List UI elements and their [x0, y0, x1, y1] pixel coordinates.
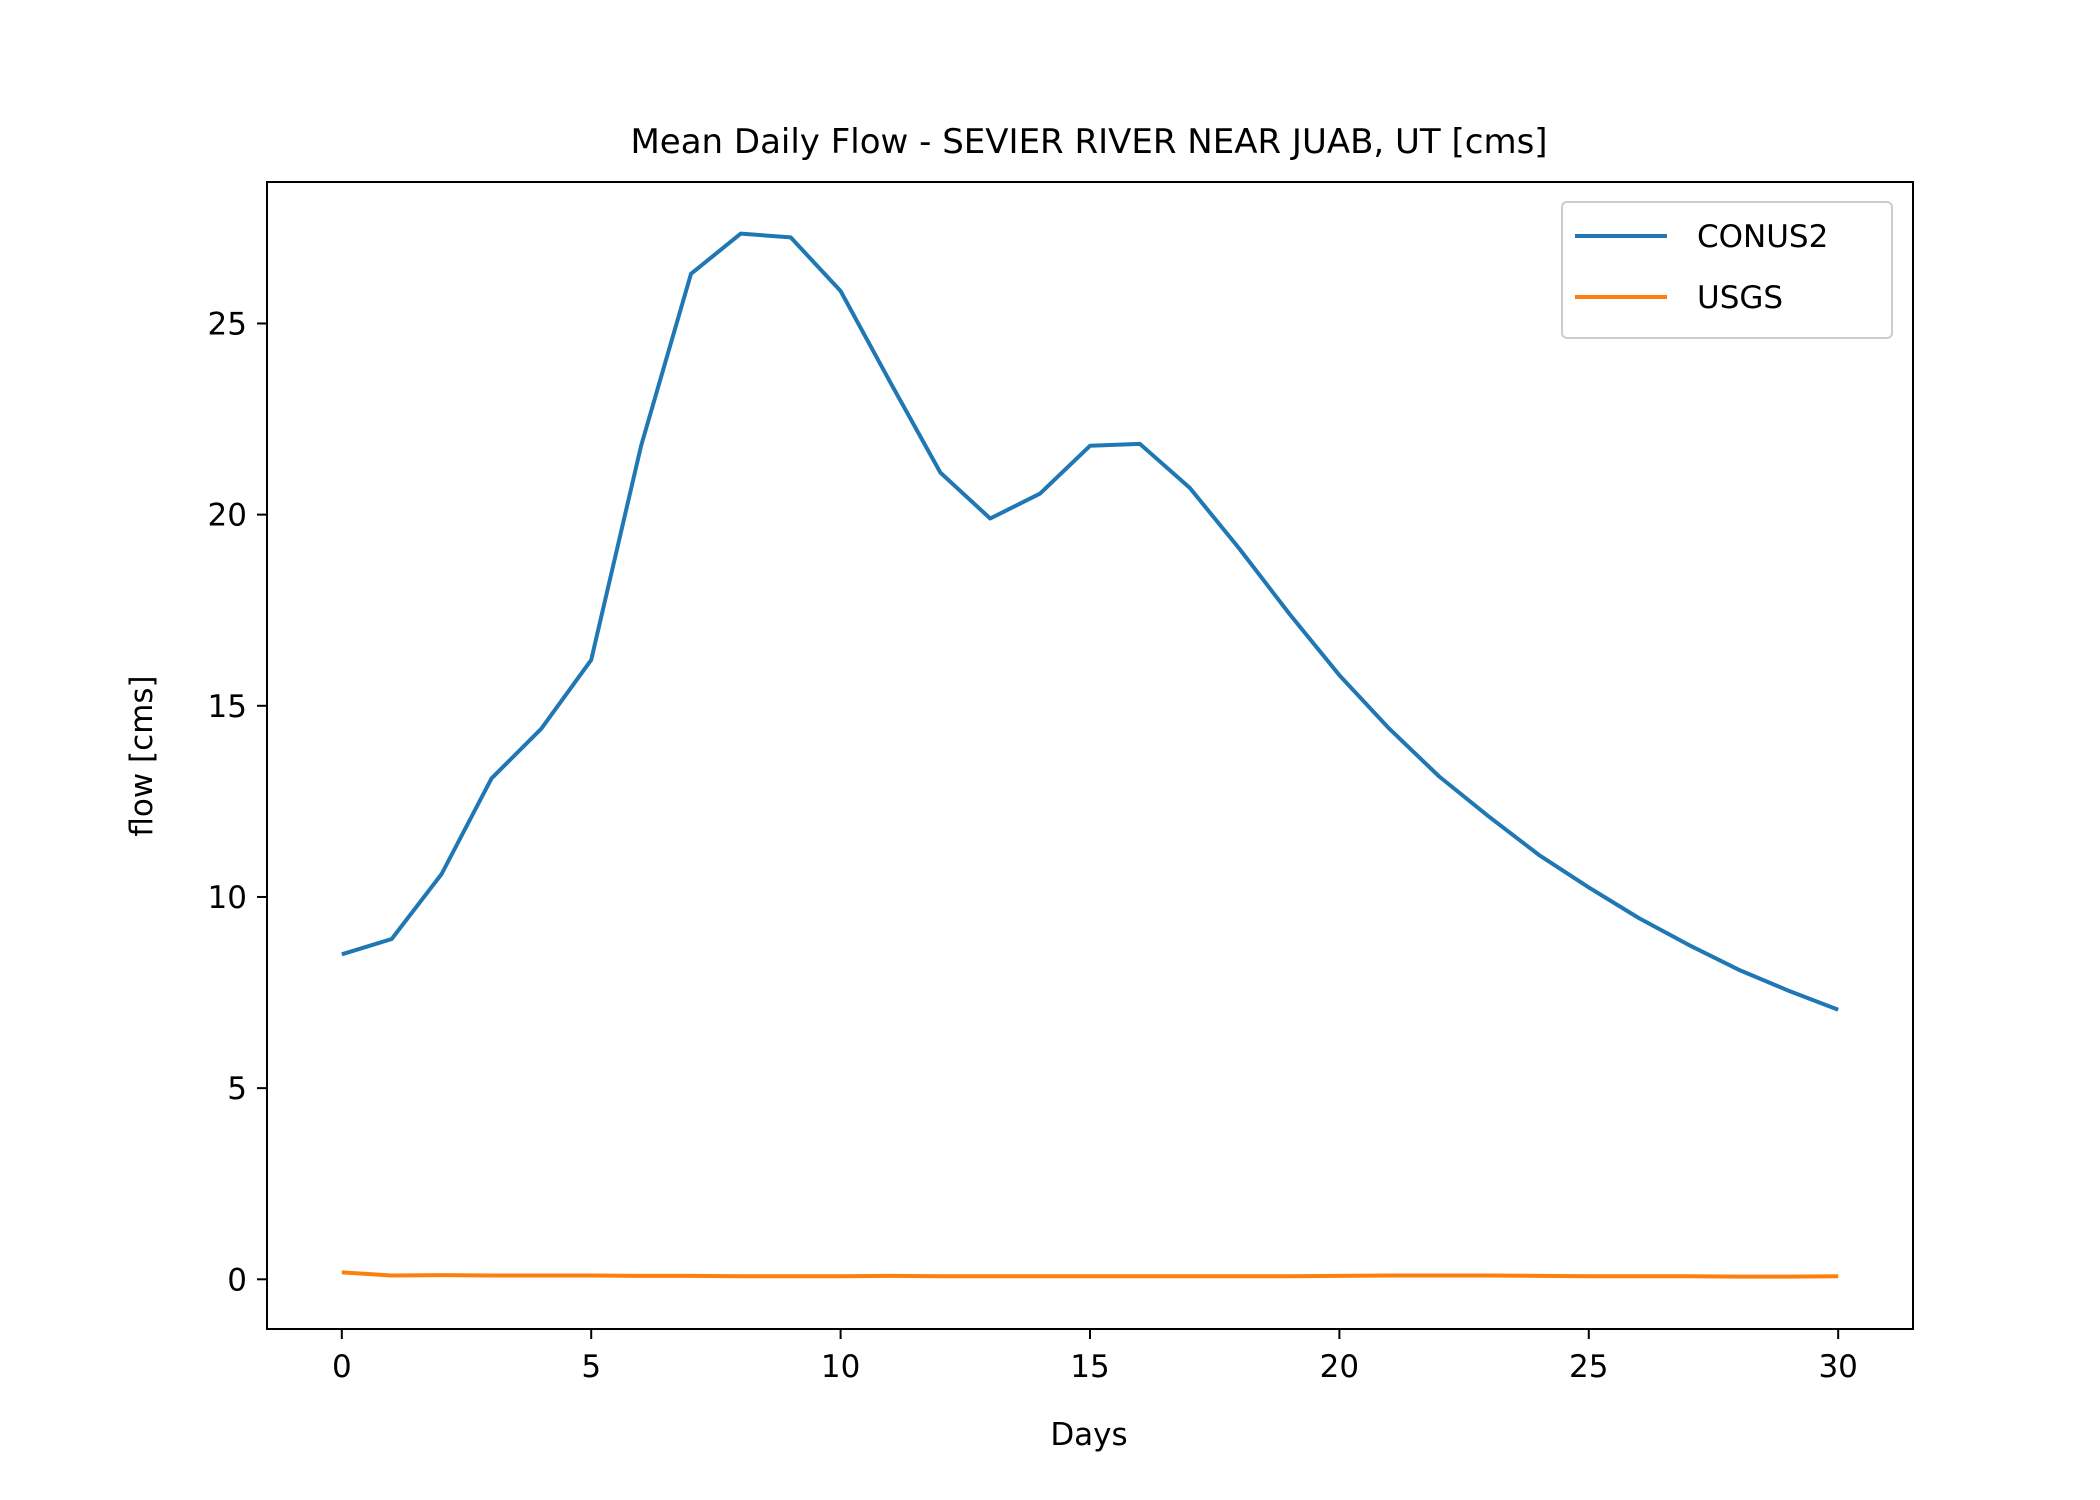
x-tick-label: 10: [821, 1349, 860, 1385]
x-tick-label: 15: [1070, 1349, 1109, 1385]
x-axis-label: Days: [1050, 1417, 1127, 1453]
series-line-conus2: [341, 231, 1839, 1012]
y-tick-label: 10: [208, 880, 247, 916]
series-line-usgs: [341, 1270, 1839, 1279]
x-tick-label: 30: [1818, 1349, 1857, 1385]
y-tick-label: 15: [208, 689, 247, 725]
y-tick-label: 5: [227, 1071, 247, 1107]
legend: CONUS2 USGS: [1561, 201, 1893, 339]
legend-label-conus2: CONUS2: [1697, 219, 1828, 255]
legend-label-usgs: USGS: [1697, 280, 1783, 316]
x-axis: 0 5 10 15 20 25 30: [332, 1329, 1858, 1385]
y-tick-label: 0: [227, 1262, 247, 1298]
x-tick-label: 20: [1320, 1349, 1359, 1385]
y-axis-label: flow [cms]: [124, 675, 160, 836]
x-tick-label: 0: [332, 1349, 352, 1385]
x-tick-label: 5: [581, 1349, 601, 1385]
y-axis: 0 5 10 15 20 25: [208, 306, 267, 1298]
y-tick-label: 25: [208, 306, 247, 342]
y-tick-label: 20: [208, 498, 247, 534]
x-tick-label: 25: [1569, 1349, 1608, 1385]
chart-title: Mean Daily Flow - SEVIER RIVER NEAR JUAB…: [630, 122, 1547, 162]
plot-lines: [341, 231, 1839, 1279]
